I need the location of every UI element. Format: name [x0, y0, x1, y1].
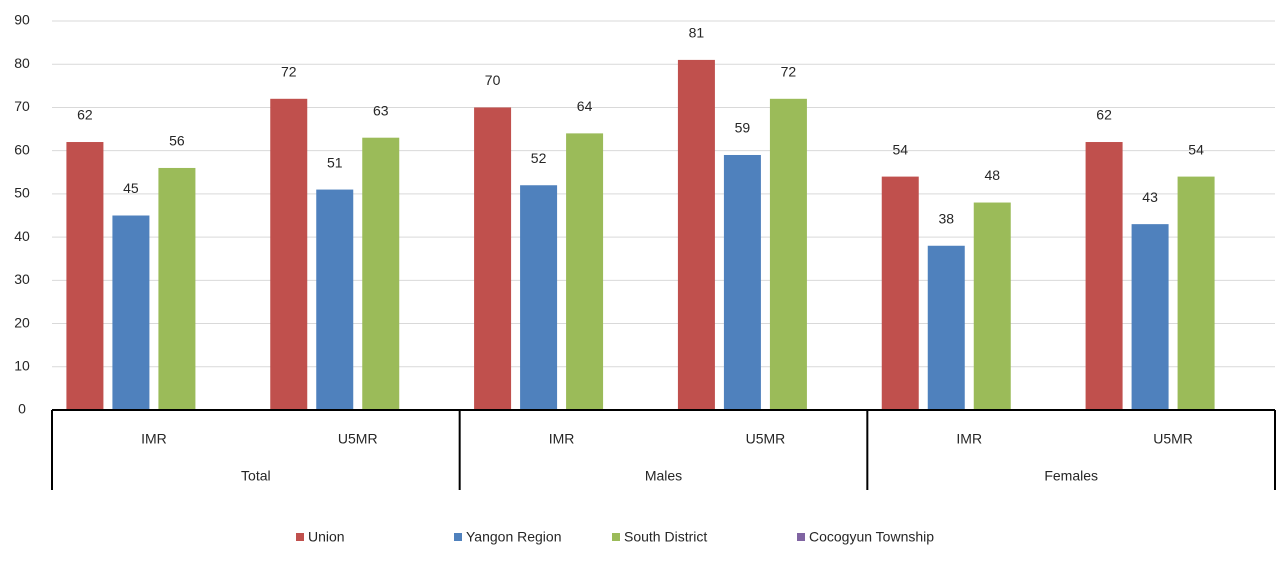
y-tick-label: 30 [14, 271, 30, 287]
data-label: 72 [281, 64, 297, 80]
group-label: Males [645, 468, 682, 484]
legend-label: Yangon Region [466, 529, 561, 545]
y-tick-label: 90 [14, 12, 30, 28]
data-label: 62 [77, 107, 93, 123]
bar [723, 154, 761, 410]
bar [677, 59, 715, 411]
x-tick-label: IMR [956, 431, 982, 447]
x-tick-label: IMR [549, 431, 575, 447]
group-label: Females [1044, 468, 1098, 484]
data-label: 81 [689, 25, 705, 41]
x-tick-label: U5MR [1153, 431, 1193, 447]
bar [112, 215, 150, 410]
legend-swatch [296, 533, 304, 541]
data-label: 51 [327, 154, 343, 170]
bar [1131, 224, 1169, 410]
data-label: 56 [169, 133, 185, 149]
legend-swatch [612, 533, 620, 541]
group-label: Total [241, 468, 271, 484]
bar [881, 176, 919, 410]
legend-label: Union [308, 529, 345, 545]
bar [66, 142, 104, 410]
y-tick-label: 0 [18, 401, 26, 417]
data-label: 38 [938, 210, 954, 226]
bar [769, 98, 807, 411]
data-label: 54 [1188, 141, 1204, 157]
x-tick-label: IMR [141, 431, 167, 447]
legend-label: Cocogyun Township [809, 529, 934, 545]
bar [1177, 176, 1215, 410]
y-tick-label: 40 [14, 228, 30, 244]
y-tick-label: 50 [14, 185, 30, 201]
y-tick-label: 60 [14, 141, 30, 157]
data-label: 54 [892, 141, 908, 157]
data-label: 72 [781, 64, 797, 80]
bar [566, 133, 604, 410]
bar [362, 137, 400, 410]
bar [474, 107, 512, 410]
bar [973, 202, 1011, 410]
data-label: 62 [1096, 107, 1112, 123]
data-label: 45 [123, 180, 139, 196]
y-tick-label: 80 [14, 55, 30, 71]
x-tick-label: U5MR [338, 431, 378, 447]
data-label: 52 [531, 150, 547, 166]
bar [927, 245, 965, 410]
bar [270, 98, 308, 411]
data-label: 43 [1142, 189, 1158, 205]
bar [520, 185, 558, 410]
legend-swatch [797, 533, 805, 541]
bar [158, 167, 196, 410]
data-label: 48 [984, 167, 1000, 183]
x-tick-label: U5MR [746, 431, 786, 447]
data-label: 59 [735, 120, 751, 136]
legend-swatch [454, 533, 462, 541]
bar [1085, 142, 1123, 410]
y-tick-label: 70 [14, 98, 30, 114]
legend-label: South District [624, 529, 707, 545]
data-label: 63 [373, 102, 389, 118]
y-tick-label: 10 [14, 357, 30, 373]
data-label: 64 [577, 98, 593, 114]
y-tick-label: 20 [14, 314, 30, 330]
bar [316, 189, 354, 410]
data-label: 70 [485, 72, 501, 88]
